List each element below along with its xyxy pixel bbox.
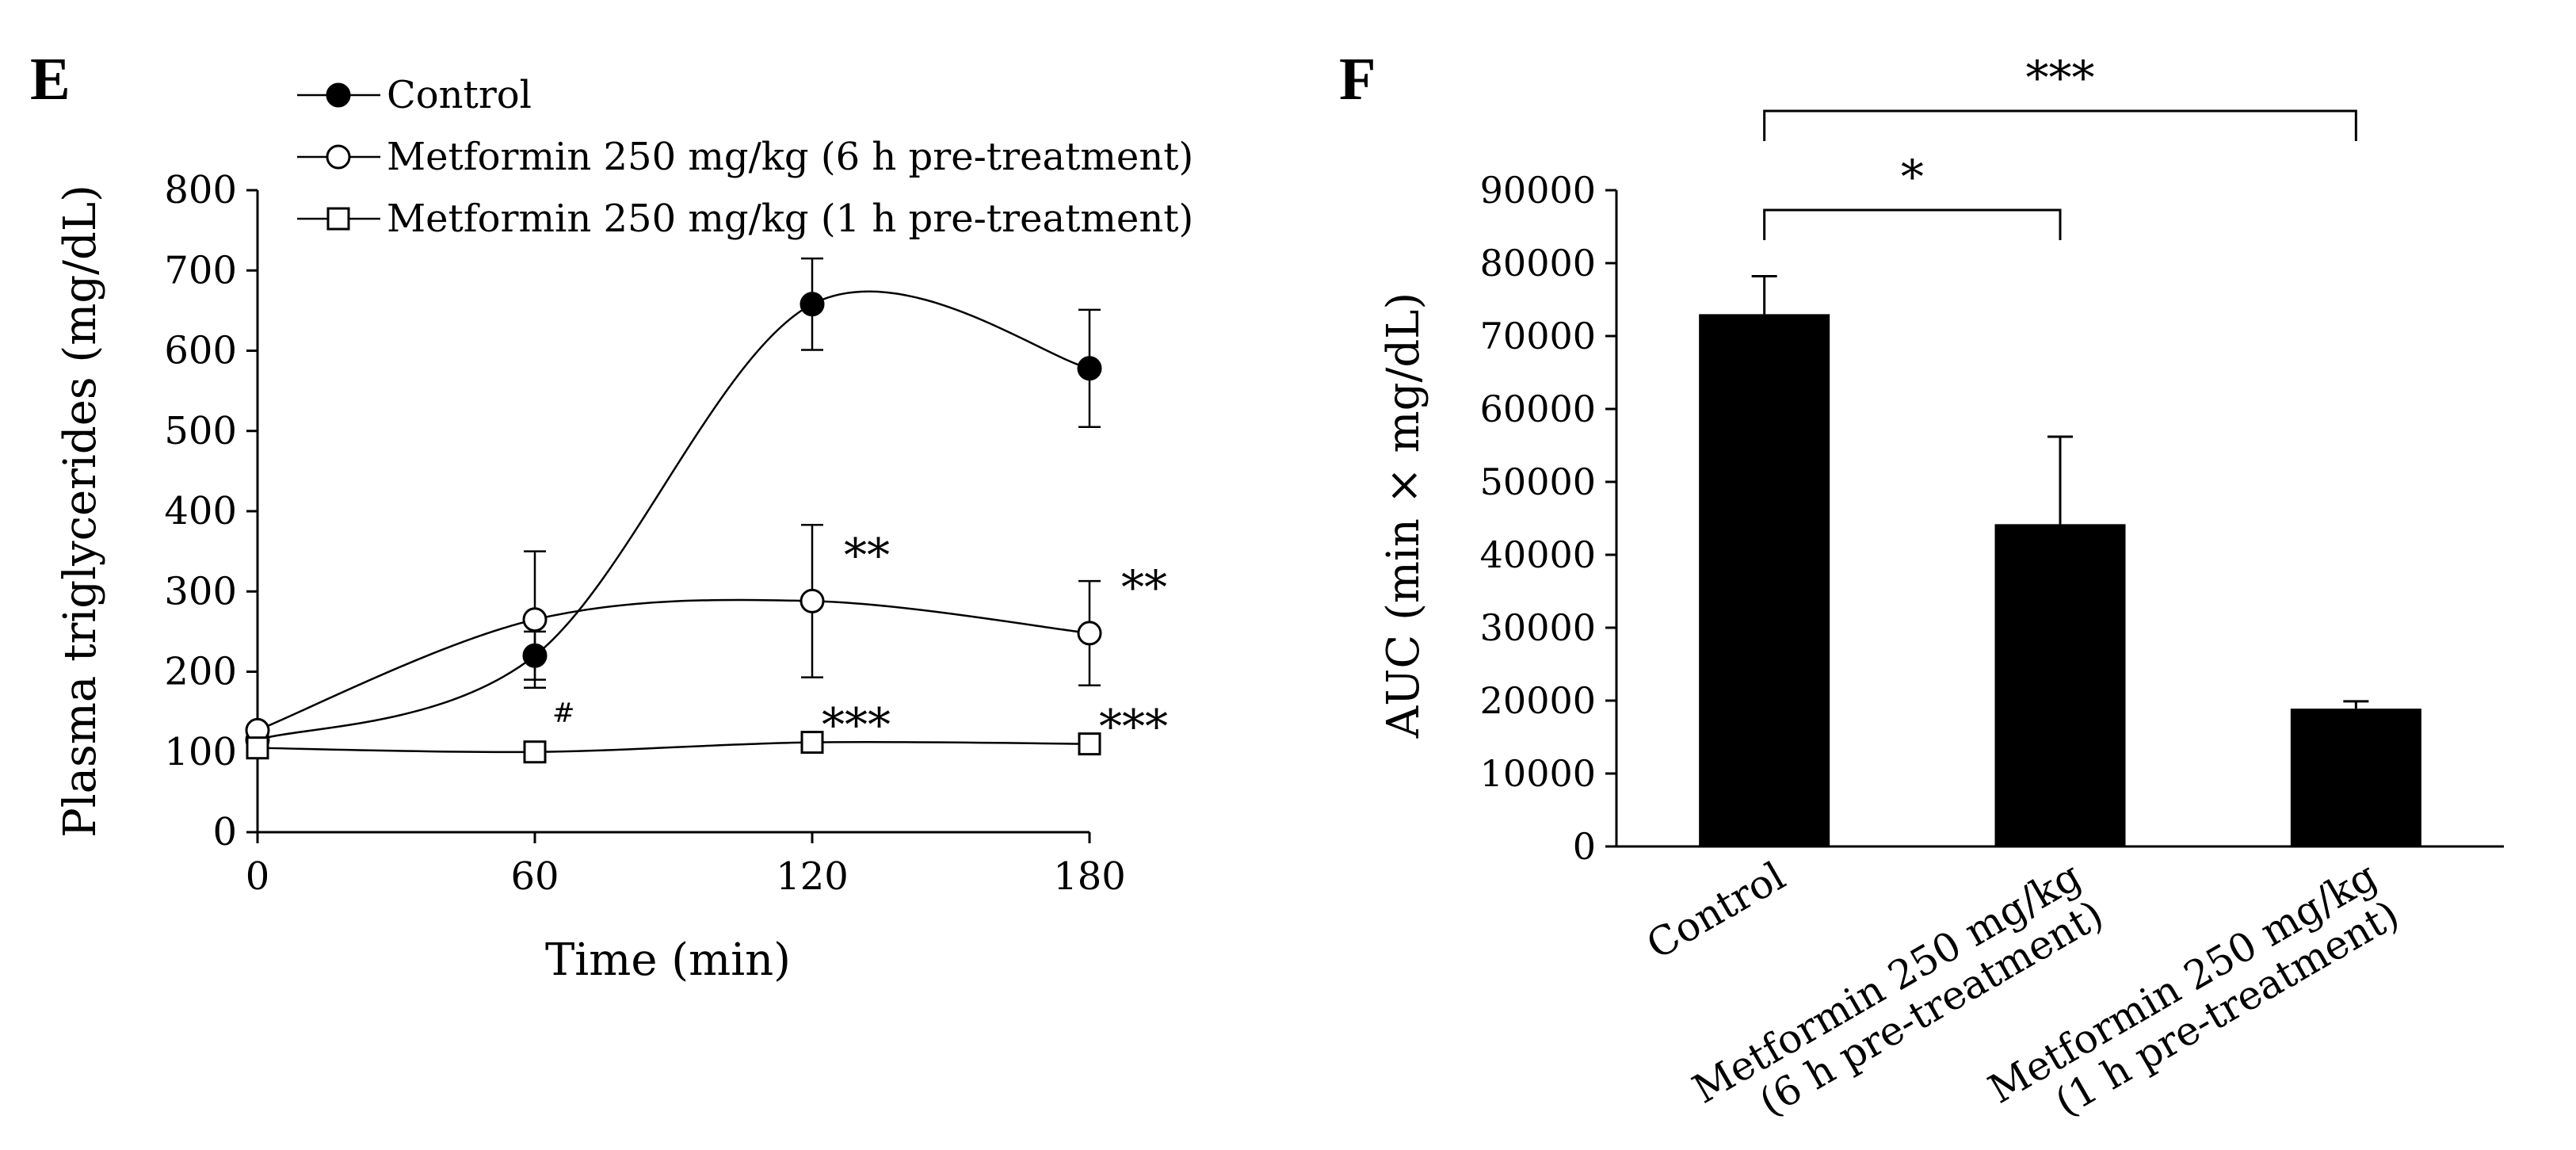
y-tick-label-e: 600 xyxy=(164,329,237,373)
category-label: Control xyxy=(1639,853,1793,969)
data-point-square xyxy=(246,736,269,760)
significance-hash: # xyxy=(552,697,575,729)
panel-label-e: E xyxy=(30,46,71,113)
significance-label: *** xyxy=(1099,700,1168,754)
data-point-filled-circle xyxy=(522,643,548,668)
data-point-square xyxy=(523,740,547,764)
y-tick-label-e: 800 xyxy=(164,168,237,212)
y-axis-title-f: AUC (min × mg/dL) xyxy=(1378,292,1429,739)
bar xyxy=(1994,524,2126,846)
legend-label: Metformin 250 mg/kg (6 h pre-treatment) xyxy=(387,135,1193,179)
comparison-label: *** xyxy=(2026,51,2095,105)
line-chart-panel-e: E 0 100 200 300 400 500 600 700 800 0 60 120 180 Pl… xyxy=(30,46,1193,986)
data-markers-e xyxy=(245,292,1102,764)
y-tick-label-f: 80000 xyxy=(1480,242,1596,285)
y-tick-label-e: 200 xyxy=(164,650,237,694)
x-axis-title-e: Time (min) xyxy=(545,934,791,986)
y-tick-label-e: 700 xyxy=(164,248,237,292)
series-line-2 xyxy=(257,740,1090,754)
x-tick-label-e: 0 xyxy=(246,854,270,899)
y-tick-label-f: 20000 xyxy=(1480,679,1596,722)
x-tick-label-e: 180 xyxy=(1053,854,1126,899)
significance-label: ** xyxy=(1121,560,1167,614)
error-bars-f xyxy=(1751,275,2369,709)
y-axis-title-e: Plasma triglycerides (mg/dL) xyxy=(55,185,106,838)
panel-label-f: F xyxy=(1339,46,1376,113)
comparison-label: * xyxy=(1901,150,1924,204)
bar xyxy=(2290,709,2421,846)
series-line-0 xyxy=(257,290,1090,741)
series-curves-e xyxy=(257,290,1090,754)
y-tick-label-f: 40000 xyxy=(1480,533,1596,576)
bar xyxy=(1699,314,1830,846)
x-tick-label-e: 60 xyxy=(510,854,559,899)
significance-labels-e: ** ** # *** *** xyxy=(552,528,1168,753)
legend-label: Metformin 250 mg/kg (1 h pre-treatment) xyxy=(387,197,1193,241)
y-tick-label-f: 30000 xyxy=(1480,606,1596,649)
y-tick-label-f: 10000 xyxy=(1480,752,1596,795)
category-label-line: Control xyxy=(1639,853,1793,969)
y-tick-label-f: 0 xyxy=(1573,825,1596,868)
y-tick-label-e: 0 xyxy=(212,810,237,854)
y-tick-label-f: 70000 xyxy=(1480,315,1596,357)
legend-label: Control xyxy=(387,73,532,117)
y-tick-label-e: 300 xyxy=(164,569,237,613)
y-tick-label-e: 400 xyxy=(164,489,237,533)
legend-e: Control Metformin 250 mg/kg (6 h pre-trea… xyxy=(297,73,1193,241)
bar-chart-panel-f: F 0 10000 20000 30000 40000 50000 60000 70000 80… xyxy=(1339,46,2504,1125)
y-ticks-f: 0 10000 20000 30000 40000 50000 60000 70000 8000… xyxy=(1480,169,1616,868)
comparison-brackets-f: **** xyxy=(1763,51,2357,240)
data-point-filled-circle xyxy=(1077,356,1102,381)
data-point-square xyxy=(800,731,824,755)
data-point-square xyxy=(1078,732,1101,756)
y-tick-label-f: 60000 xyxy=(1480,388,1596,430)
y-tick-label-f: 50000 xyxy=(1480,460,1596,503)
x-tick-label-e: 120 xyxy=(776,854,849,899)
significance-label: *** xyxy=(822,698,891,752)
data-point-filled-circle xyxy=(800,292,825,317)
series-line-1 xyxy=(257,598,1090,732)
y-tick-label-e: 100 xyxy=(164,730,237,774)
data-point-open-circle xyxy=(1077,621,1102,646)
legend-marker-filled-circle xyxy=(326,82,351,108)
x-ticks-e: 0 60 120 180 xyxy=(246,832,1126,899)
significance-label: ** xyxy=(844,528,890,582)
data-point-open-circle xyxy=(522,607,548,632)
legend-marker-open-circle xyxy=(326,144,351,170)
y-tick-label-f: 90000 xyxy=(1480,169,1596,212)
legend-marker-square xyxy=(326,207,350,231)
comparison-bracket xyxy=(1763,208,2062,240)
comparison-bracket xyxy=(1763,109,2357,141)
y-tick-label-e: 500 xyxy=(164,409,237,453)
bars-f xyxy=(1699,314,2421,846)
y-ticks-e: 0 100 200 300 400 500 600 700 800 xyxy=(164,168,258,854)
data-point-open-circle xyxy=(800,588,825,613)
